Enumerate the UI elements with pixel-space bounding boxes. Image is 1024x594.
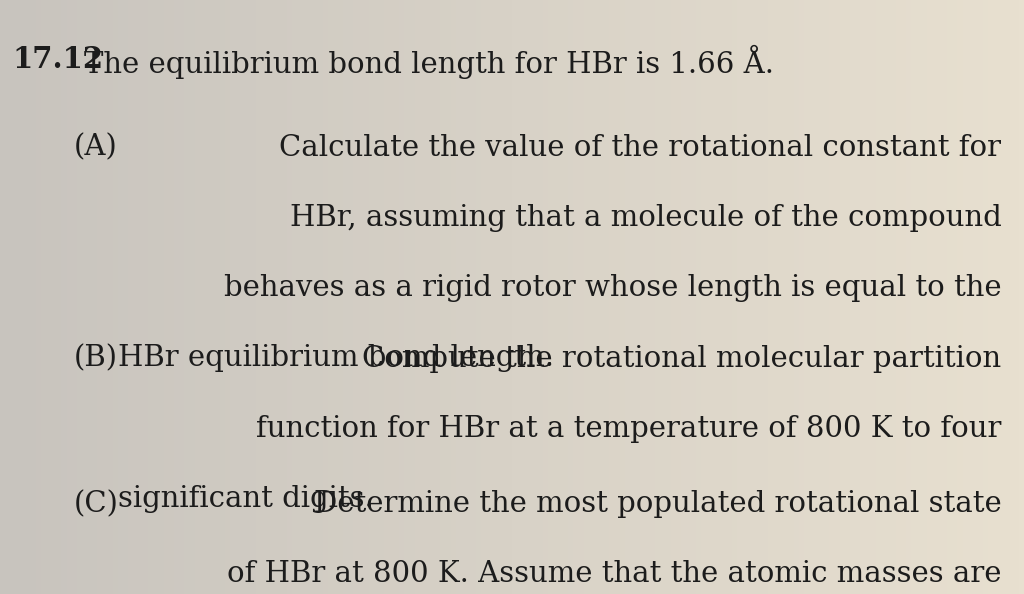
Text: HBr, assuming that a molecule of the compound: HBr, assuming that a molecule of the com… — [290, 204, 1001, 232]
Text: The equilibrium bond length for HBr is 1.66 Å.: The equilibrium bond length for HBr is 1… — [84, 45, 774, 78]
Text: function for HBr at a temperature of 800 K to four: function for HBr at a temperature of 800… — [256, 415, 1001, 443]
Text: (A): (A) — [74, 134, 118, 162]
Text: significant digits.: significant digits. — [118, 485, 374, 513]
Text: Compute the rotational molecular partition: Compute the rotational molecular partiti… — [362, 345, 1001, 372]
Text: Calculate the value of the rotational constant for: Calculate the value of the rotational co… — [280, 134, 1001, 162]
Text: 17.12: 17.12 — [12, 45, 103, 74]
Text: (C): (C) — [74, 490, 119, 518]
Text: of HBr at 800 K. Assume that the atomic masses are: of HBr at 800 K. Assume that the atomic … — [227, 560, 1001, 588]
Text: Determine the most populated rotational state: Determine the most populated rotational … — [313, 490, 1001, 518]
Text: HBr equilibrium bond length.: HBr equilibrium bond length. — [118, 344, 554, 372]
Text: behaves as a rigid rotor whose length is equal to the: behaves as a rigid rotor whose length is… — [224, 274, 1001, 302]
Text: (B): (B) — [74, 345, 118, 372]
